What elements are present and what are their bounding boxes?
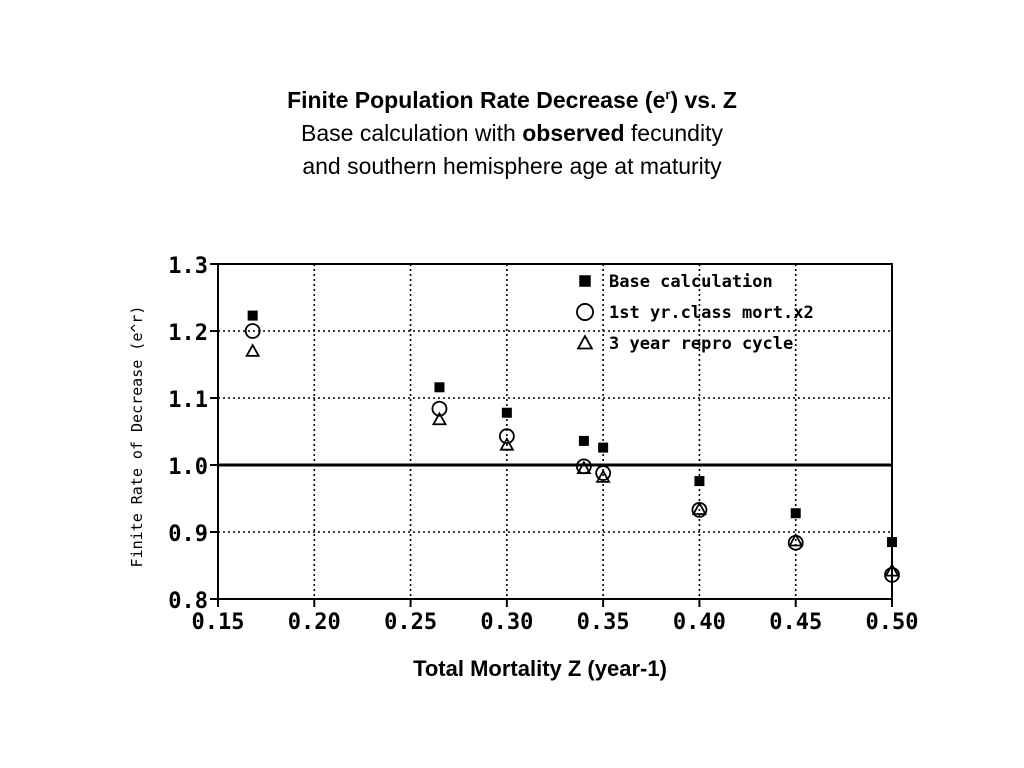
subtitle-pre: Base calculation with: [301, 120, 523, 146]
subtitle-bold: observed: [522, 120, 625, 146]
repro-cycle-point: [576, 460, 592, 475]
repro-cycle-point: [499, 437, 515, 451]
title-superscript: r: [665, 87, 671, 102]
x-tick-label: 0.35: [577, 610, 630, 635]
legend-label: Base calculation: [609, 272, 773, 292]
x-tick-label: 0.40: [673, 610, 726, 635]
y-tick-label: 1.2: [168, 321, 208, 346]
title-end-text: ) vs. Z: [670, 87, 737, 113]
repro-cycle-point: [245, 343, 261, 357]
x-tick-label: 0.20: [288, 610, 341, 635]
base-calculation-point: [501, 407, 512, 418]
first-year-mort-point: [431, 400, 448, 417]
slide-titles: Finite Population Rate Decrease (er) vs.…: [0, 84, 1024, 183]
subtitle-post: fecundity: [624, 120, 723, 146]
legend-marker: [576, 303, 594, 321]
x-tick-label: 0.45: [769, 610, 822, 635]
x-axis-label: Total Mortality Z (year-1): [413, 656, 667, 681]
base-calculation-point: [887, 537, 897, 548]
repro-cycle-point: [431, 411, 447, 426]
x-tick-label: 0.15: [192, 610, 245, 635]
first-year-mort-point: [498, 428, 515, 445]
legend-label: 1st yr.class mort.x2: [609, 303, 814, 323]
repro-cycle-point: [595, 469, 611, 483]
base-calculation-point: [790, 508, 801, 519]
y-tick-label: 1.1: [168, 388, 208, 413]
slide-title: Finite Population Rate Decrease (er) vs.…: [0, 84, 1024, 117]
legend-marker: [579, 275, 591, 287]
subtitle-line-2: and southern hemisphere age at maturity: [302, 153, 722, 179]
y-tick-label: 0.9: [168, 522, 208, 547]
subtitle-line-1: Base calculation with observed fecundity: [0, 117, 1024, 150]
base-calculation-point: [247, 310, 258, 321]
title-main-text: Finite Population Rate Decrease (e: [287, 87, 666, 113]
x-tick-label: 0.25: [384, 610, 437, 635]
first-year-mort-point: [244, 323, 261, 339]
y-tick-label: 1.0: [168, 455, 208, 480]
base-calculation-point: [578, 435, 589, 446]
y-tick-label: 0.8: [168, 589, 208, 614]
first-year-mort-point: [884, 566, 900, 583]
legend-label: 3 year repro cycle: [609, 334, 793, 354]
y-axis-label: Finite Rate of Decrease (e^r): [128, 306, 146, 568]
repro-cycle-point: [884, 563, 900, 577]
repro-cycle-point: [691, 501, 707, 515]
x-tick-label: 0.50: [866, 610, 919, 635]
first-year-mort-point: [595, 465, 612, 481]
base-calculation-point: [598, 442, 609, 453]
legend-marker: [576, 334, 594, 350]
y-tick-label: 1.3: [168, 254, 208, 279]
x-tick-label: 0.30: [480, 610, 533, 635]
base-calculation-point: [434, 382, 445, 393]
base-calculation-point: [694, 476, 705, 487]
plot-frame: [217, 263, 893, 600]
repro-cycle-point: [788, 532, 804, 547]
